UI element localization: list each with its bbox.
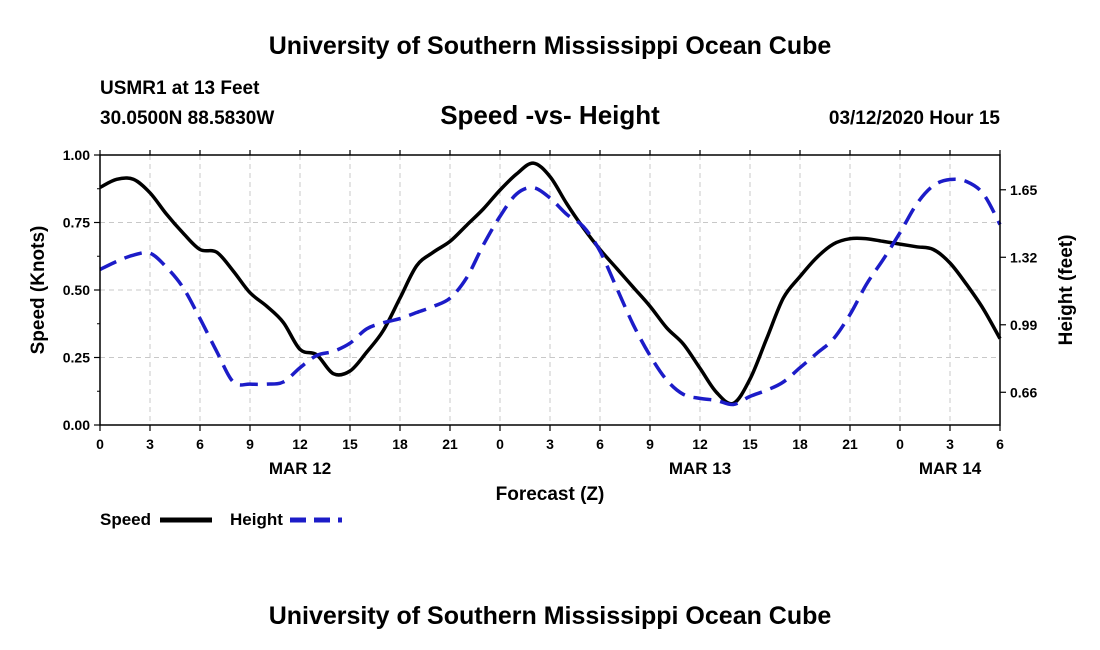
y2-tick-label: 1.65	[1010, 182, 1037, 198]
date-label: MAR 12	[269, 459, 331, 478]
x-tick-label: 6	[596, 436, 604, 452]
axis-ticks	[94, 150, 1006, 431]
x-tick-label: 6	[996, 436, 1004, 452]
x-tick-label: 0	[96, 436, 104, 452]
date-labels: MAR 12 MAR 13 MAR 14	[269, 459, 982, 478]
page-title-top: University of Southern Mississippi Ocean…	[269, 32, 832, 60]
x-tick-label: 0	[896, 436, 904, 452]
timestamp-label: 03/12/2020 Hour 15	[829, 108, 1001, 129]
x-tick-label: 21	[442, 436, 458, 452]
legend-speed-label: Speed	[100, 510, 151, 529]
y-tick-label: 0.75	[63, 215, 90, 231]
x-tick-label: 12	[692, 436, 708, 452]
series-lines	[99, 161, 1002, 407]
x-tick-label: 3	[946, 436, 954, 452]
x-tick-labels: 0 3 6 9 12 15 18 21 0 3 6 9 12 15 18 21 0 3 6	[96, 436, 1004, 452]
x-tick-label: 18	[792, 436, 808, 452]
legend-height-label: Height	[230, 510, 283, 529]
x-tick-label: 15	[742, 436, 758, 452]
date-label: MAR 14	[919, 459, 982, 478]
x-tick-label: 3	[146, 436, 154, 452]
x-tick-label: 9	[246, 436, 254, 452]
x-tick-label: 15	[342, 436, 358, 452]
x-tick-label: 18	[392, 436, 408, 452]
legend: Speed Height	[100, 510, 342, 529]
y2-tick-label: 1.32	[1010, 249, 1037, 265]
y-axis-label: Speed (Knots)	[28, 226, 49, 355]
date-label: MAR 13	[669, 459, 731, 478]
y2-axis-label: Height (feet)	[1056, 235, 1077, 346]
x-tick-label: 3	[546, 436, 554, 452]
y-tick-labels: 0.00 0.25 0.50 0.75 1.00	[63, 147, 90, 433]
page-title-bottom: University of Southern Mississippi Ocean…	[269, 602, 832, 630]
x-tick-label: 12	[292, 436, 308, 452]
y-tick-label: 0.25	[63, 350, 90, 366]
y-tick-label: 0.00	[63, 417, 90, 433]
x-tick-label: 6	[196, 436, 204, 452]
chart-title: Speed -vs- Height	[440, 100, 660, 130]
y2-tick-label: 0.99	[1010, 317, 1037, 333]
series-line-speed	[99, 161, 1002, 406]
y2-tick-label: 0.66	[1010, 384, 1037, 400]
y2-tick-labels: 0.66 0.99 1.32 1.65	[1010, 182, 1037, 401]
y-tick-label: 0.50	[63, 282, 90, 298]
x-axis-label: Forecast (Z)	[496, 484, 605, 505]
station-label: USMR1 at 13 Feet	[100, 78, 260, 99]
x-tick-label: 21	[842, 436, 858, 452]
coords-label: 30.0500N 88.5830W	[100, 108, 274, 129]
series-line-height	[99, 177, 1002, 407]
x-tick-label: 9	[646, 436, 654, 452]
y-tick-label: 1.00	[63, 147, 90, 163]
x-tick-label: 0	[496, 436, 504, 452]
